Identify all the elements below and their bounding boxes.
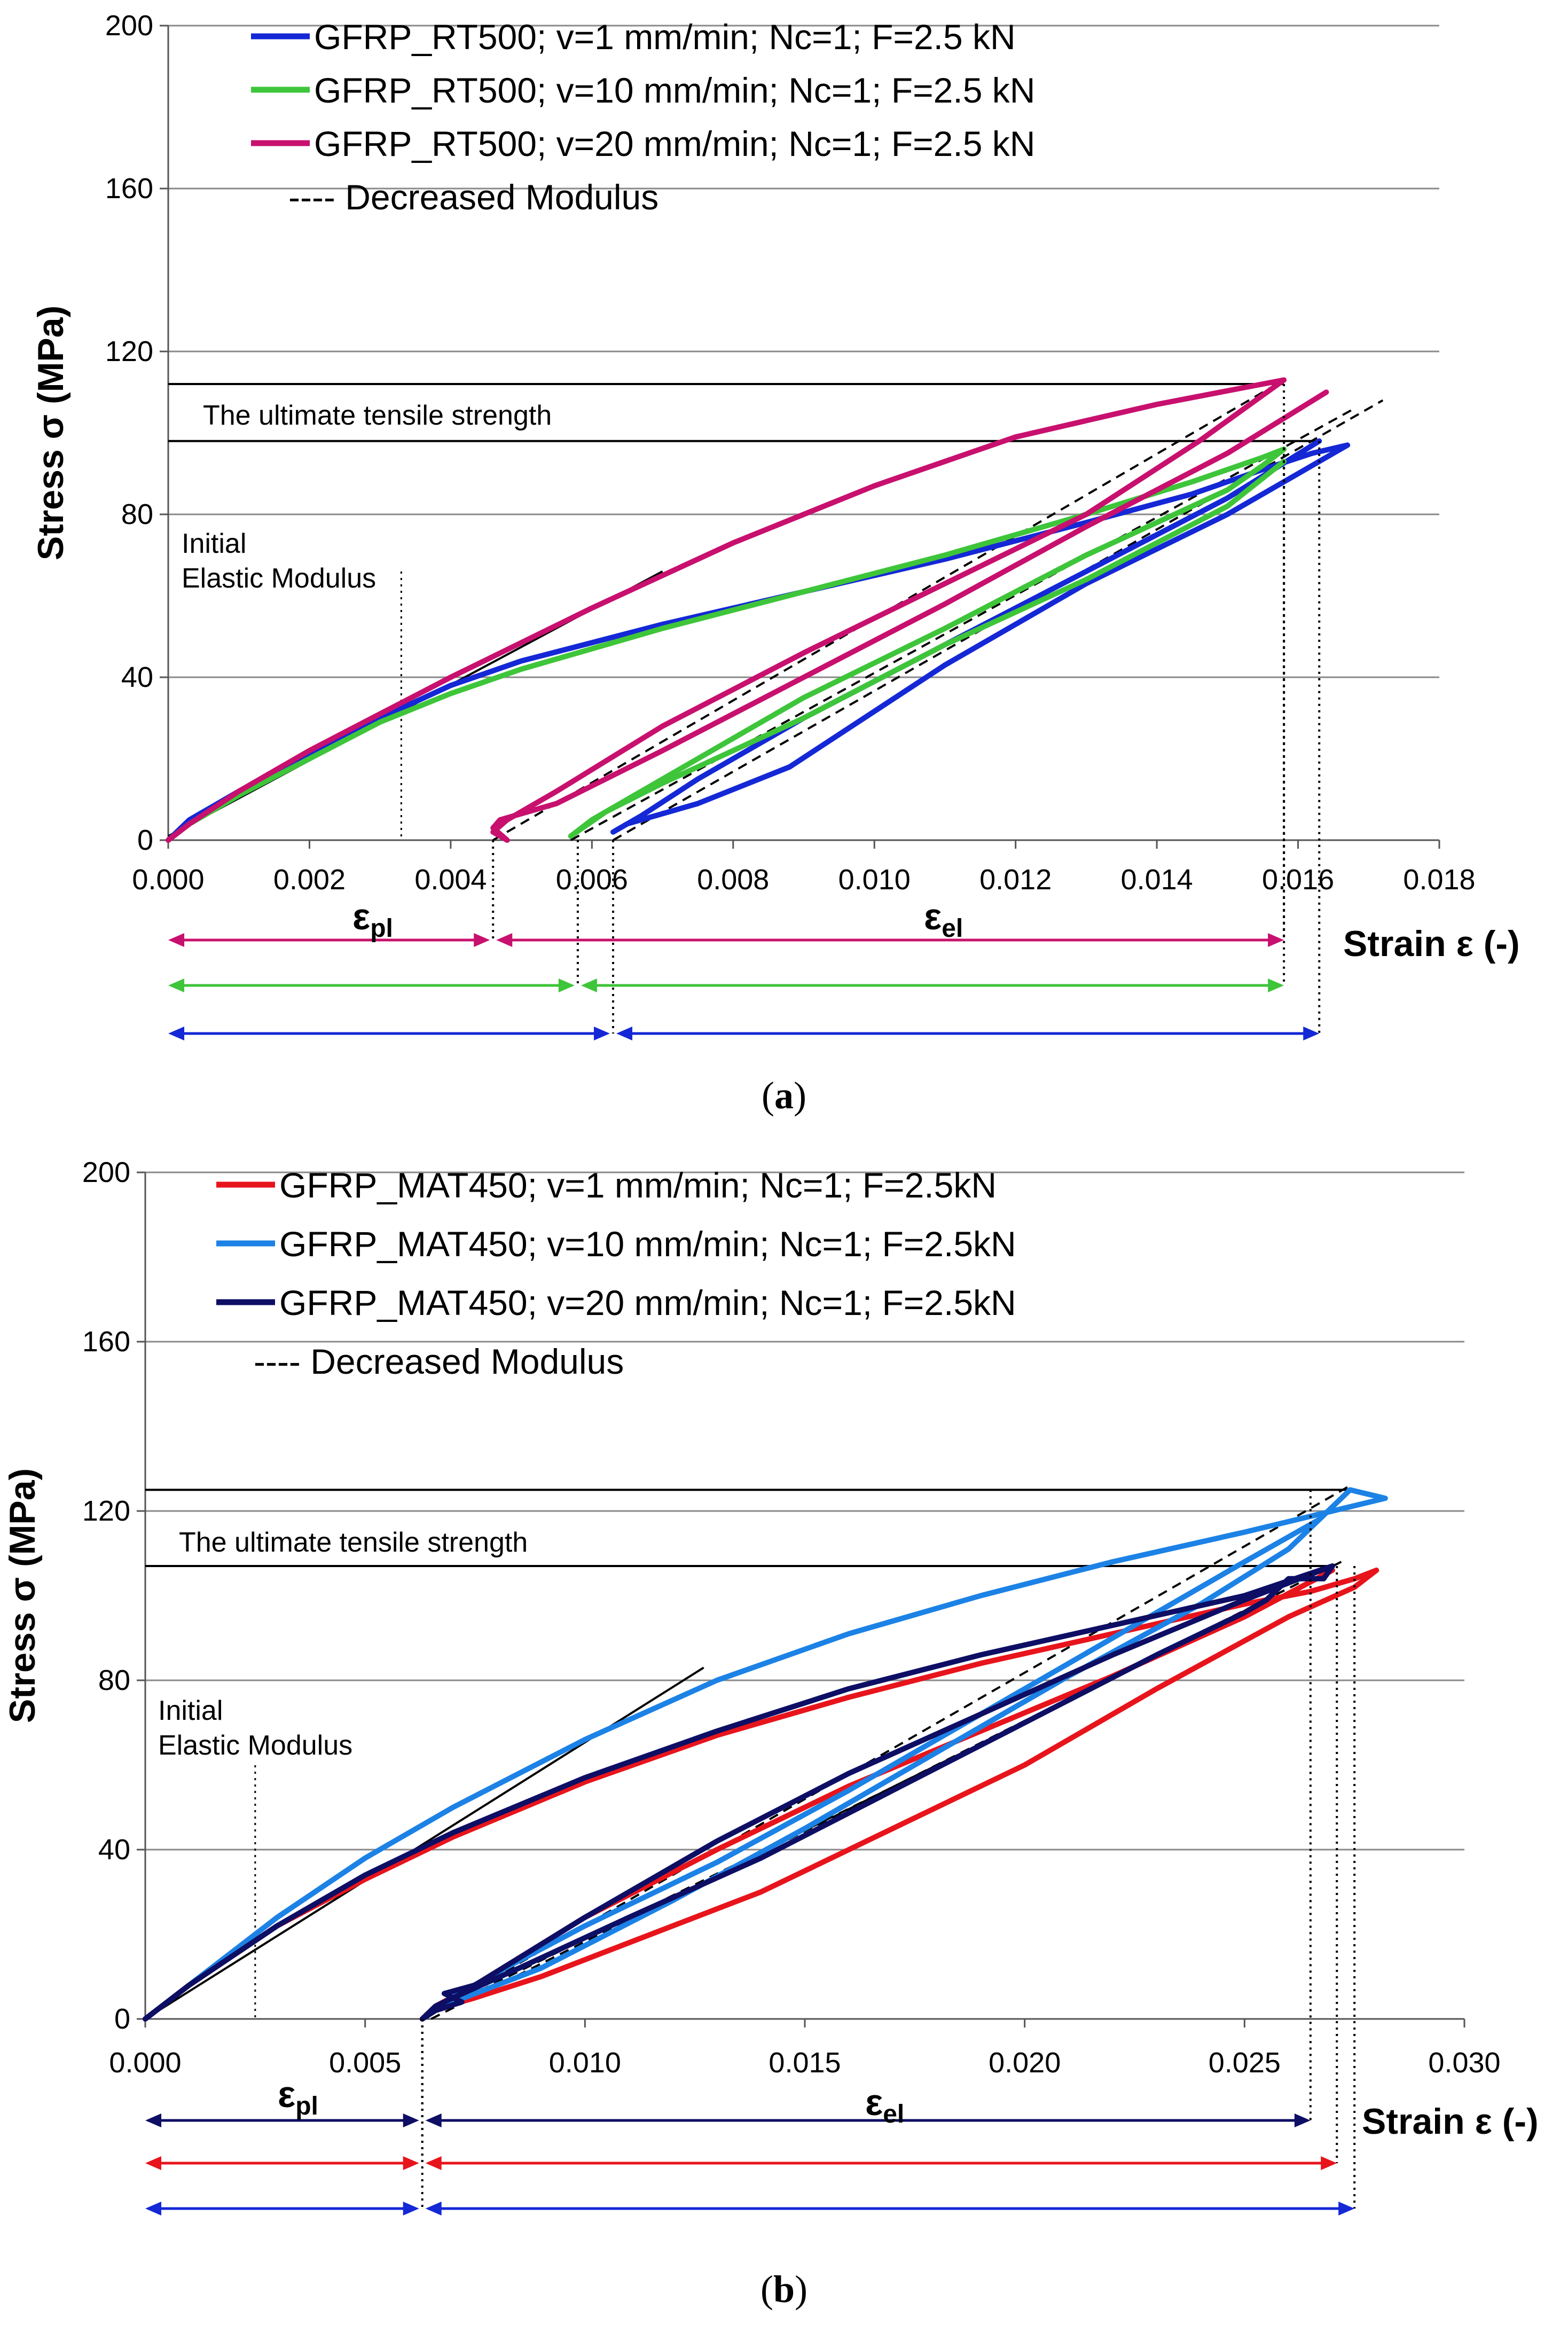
chart-b-y-tick-label: 40 — [98, 1834, 130, 1866]
chart-b-initial-label-2: Elastic Modulus — [158, 1730, 352, 1761]
chart-a-legend-label-1: GFRP_RT500; v=1 mm/min; Nc=1; F=2.5 kN — [314, 17, 1016, 57]
chart-a-series-line-3 — [166, 377, 1329, 843]
chart-a-caption: (a) — [762, 1074, 806, 1117]
chart-a-initial-label-1: Initial — [182, 528, 246, 559]
chart-a-eps-el-label: εel — [924, 896, 963, 943]
chart-b-strain-arrow-head — [145, 2202, 161, 2215]
chart-b-y-tick-label: 120 — [82, 1495, 130, 1527]
chart-a-x-tick-label: 0.000 — [132, 864, 204, 896]
chart-b-caption: (b) — [761, 2268, 807, 2311]
chart-a-x-axis-label: Strain ε (-) — [1343, 923, 1520, 964]
chart-a-y-tick-label: 120 — [105, 335, 153, 367]
chart-b-x-axis-label: Strain ε (-) — [1362, 2101, 1539, 2142]
chart-b-x-tick-label: 0.010 — [549, 2047, 621, 2079]
chart-a-strain-arrow-head — [1268, 933, 1284, 947]
chart-a-y-tick-label: 80 — [121, 498, 153, 530]
chart-a-y-axis-label: Stress σ (MPa) — [30, 306, 71, 560]
chart-a-x-tick-label: 0.018 — [1403, 864, 1475, 896]
chart-a-caption-letter: a — [774, 1074, 794, 1117]
chart-b-x-tick-label: 0.025 — [1209, 2047, 1281, 2079]
chart-a-strain-arrow-head — [168, 978, 184, 992]
chart-b-x-tick-label: 0.030 — [1428, 2047, 1500, 2079]
chart-a-initial-label-2: Elastic Modulus — [182, 563, 376, 594]
chart-b-strain-arrow-head — [1338, 2202, 1355, 2215]
chart-b-series-line-3 — [143, 1563, 1335, 2022]
chart-b-strain-arrow-head — [403, 2113, 419, 2127]
chart-b-decreased-modulus-line — [430, 1561, 1342, 2020]
chart-b-initial-label-1: Initial — [158, 1695, 223, 1726]
chart-b-strain-arrow-head — [425, 2202, 442, 2215]
chart-b-caption-open: ( — [761, 2268, 773, 2311]
chart-b-caption-close: ) — [795, 2268, 807, 2311]
chart-a-series-line-2 — [166, 447, 1287, 843]
chart-a-legend-dash-label: ---- Decreased Modulus — [288, 177, 658, 217]
chart-b-y-axis-label: Stress σ (MPa) — [2, 1468, 43, 1723]
chart-b-strain-arrow-head — [403, 2156, 419, 2170]
chart-a-strain-arrow-head — [581, 978, 597, 992]
chart-a-x-tick-label: 0.006 — [556, 864, 628, 896]
chart-b-strain-arrow-head — [425, 2156, 442, 2170]
chart-a-eps-el-subscript: el — [942, 914, 963, 943]
chart-b-caption-letter: b — [773, 2268, 795, 2311]
chart-b-strain-arrow-head — [145, 2113, 161, 2127]
chart-a-x-tick-label: 0.012 — [979, 864, 1052, 896]
chart-b: 0 40 80 120 160 200 0.000 0.005 0.010 0.015 0.020 0… — [2, 1156, 1539, 2311]
chart-b-x-tick-label: 0.005 — [329, 2047, 401, 2079]
chart-b-eps-pl-label: εpl — [278, 2073, 318, 2120]
chart-b-x-tick-label: 0.020 — [989, 2047, 1061, 2079]
chart-a-strain-arrow-head — [168, 1027, 184, 1040]
chart-b-x-tick-label: 0.015 — [769, 2047, 841, 2079]
chart-a-legend-label-2: GFRP_RT500; v=10 mm/min; Nc=1; F=2.5 kN — [314, 71, 1035, 110]
chart-b-eps-el-label: εel — [865, 2081, 904, 2128]
chart-a-y-tick-label: 0 — [137, 824, 153, 856]
chart-a-x-tick-label: 0.016 — [1262, 864, 1334, 896]
chart-a-caption-close: ) — [794, 1074, 806, 1117]
chart-a-strain-arrow-head — [474, 933, 490, 947]
chart-b-eps-pl-subscript: pl — [295, 2092, 318, 2120]
chart-b-series-line-2 — [143, 1487, 1388, 2022]
chart-b-strain-arrow-head — [1294, 2113, 1311, 2127]
chart-a-x-tick-label: 0.004 — [414, 864, 487, 896]
chart-b-y-tick-label: 0 — [114, 2003, 130, 2035]
chart-b-legend-label-1: GFRP_MAT450; v=1 mm/min; Nc=1; F=2.5kN — [279, 1165, 997, 1205]
chart-a-x-tick-label: 0.008 — [697, 864, 769, 896]
chart-b-x-tick-label: 0.000 — [109, 2047, 181, 2079]
chart-b-strain-arrow-head — [145, 2156, 161, 2170]
chart-a-strain-arrow-head — [1303, 1027, 1320, 1040]
chart-b-uts-label: The ultimate tensile strength — [179, 1527, 528, 1558]
chart-b-strain-arrow-head — [1321, 2156, 1337, 2170]
chart-a-y-tick-label: 160 — [105, 173, 153, 205]
chart-a-strain-arrow-head — [558, 978, 575, 992]
chart-b-y-tick-label: 200 — [82, 1156, 130, 1188]
chart-a-strain-arrow-head — [1268, 978, 1284, 992]
chart-a-strain-arrow-head — [168, 933, 184, 947]
chart-b-eps-el-subscript: el — [883, 2100, 904, 2128]
chart-a-uts-label: The ultimate tensile strength — [203, 400, 552, 431]
chart-b-initial-modulus-line — [144, 1666, 704, 2020]
chart-a-legend-label-3: GFRP_RT500; v=20 mm/min; Nc=1; F=2.5 kN — [314, 124, 1035, 163]
chart-b-legend-dash-label: ---- Decreased Modulus — [254, 1342, 624, 1381]
chart-b-y-tick-label: 160 — [82, 1326, 130, 1358]
chart-a: 0 40 80 120 160 200 0.000 0.002 0.004 0.006 0.008 0… — [30, 10, 1520, 1117]
chart-b-legend-label-2: GFRP_MAT450; v=10 mm/min; Nc=1; F=2.5kN — [279, 1224, 1016, 1264]
chart-b-strain-arrow-head — [425, 2113, 442, 2127]
chart-a-eps-pl-label: εpl — [352, 896, 393, 943]
chart-b-y-tick-label: 80 — [98, 1664, 130, 1696]
chart-a-y-tick-label: 40 — [121, 661, 153, 693]
chart-a-caption-open: ( — [762, 1074, 774, 1117]
chart-b-strain-arrow-head — [403, 2202, 419, 2215]
chart-a-series-line-1 — [166, 438, 1351, 843]
chart-a-strain-arrow-head — [594, 1027, 610, 1040]
chart-a-x-tick-label: 0.002 — [273, 864, 346, 896]
chart-a-x-tick-label: 0.010 — [838, 864, 911, 896]
chart-a-y-tick-label: 200 — [105, 10, 153, 42]
chart-b-legend-label-3: GFRP_MAT450; v=20 mm/min; Nc=1; F=2.5kN — [279, 1283, 1016, 1322]
chart-a-strain-arrow-head — [616, 1027, 632, 1040]
chart-a-strain-arrow-head — [496, 933, 513, 947]
chart-a-x-tick-label: 0.014 — [1121, 864, 1193, 896]
chart-a-eps-pl-subscript: pl — [370, 914, 393, 943]
